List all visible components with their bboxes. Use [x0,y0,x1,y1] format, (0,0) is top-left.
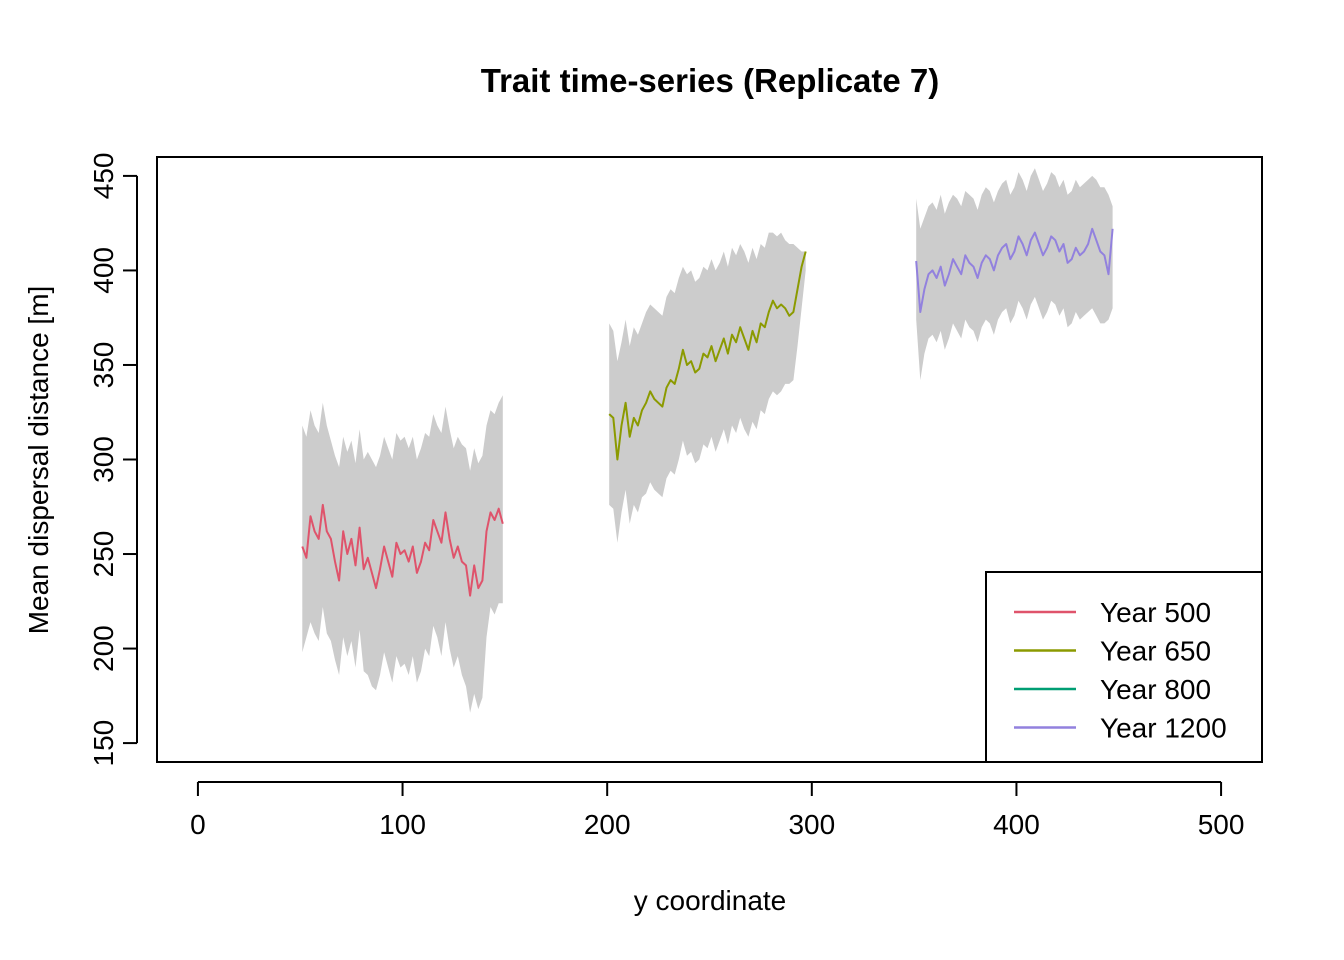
y-axis: 150 200 250 300 350 400 450 [88,153,138,767]
y-tick-label: 250 [88,531,119,578]
confidence-band-3 [916,168,1113,381]
y-tick-label: 400 [88,247,119,294]
x-tick-label: 300 [788,809,835,840]
confidence-band-1 [609,232,806,543]
y-tick-label: 450 [88,153,119,200]
legend-label: Year 650 [1100,636,1211,667]
series-line-1 [608,251,807,461]
legend-label: Year 1200 [1100,713,1227,744]
legend-label: Year 500 [1100,597,1211,628]
chart-title: Trait time-series (Replicate 7) [481,62,940,99]
y-tick-label: 150 [88,720,119,767]
y-tick-label: 300 [88,436,119,483]
legend-box [985,571,1263,763]
x-tick-label: 100 [379,809,426,840]
x-axis-label: y coordinate [634,885,787,916]
legend-label: Year 800 [1100,674,1211,705]
series-line-0 [301,503,504,597]
y-tick-label: 350 [88,342,119,389]
x-tick-label: 200 [584,809,631,840]
x-tick-label: 500 [1198,809,1245,840]
legend: Year 500 Year 650 Year 800 Year 1200 [985,571,1263,763]
y-tick-label: 200 [88,625,119,672]
y-axis-label: Mean dispersal distance [m] [23,286,54,635]
x-axis: 0 100 200 300 400 500 [190,781,1245,840]
x-tick-label: 400 [993,809,1040,840]
confidence-band-0 [302,395,503,713]
series-line-3 [915,227,1114,313]
x-tick-label: 0 [190,809,206,840]
plot-border [156,156,1263,763]
plot-area [301,168,1114,713]
